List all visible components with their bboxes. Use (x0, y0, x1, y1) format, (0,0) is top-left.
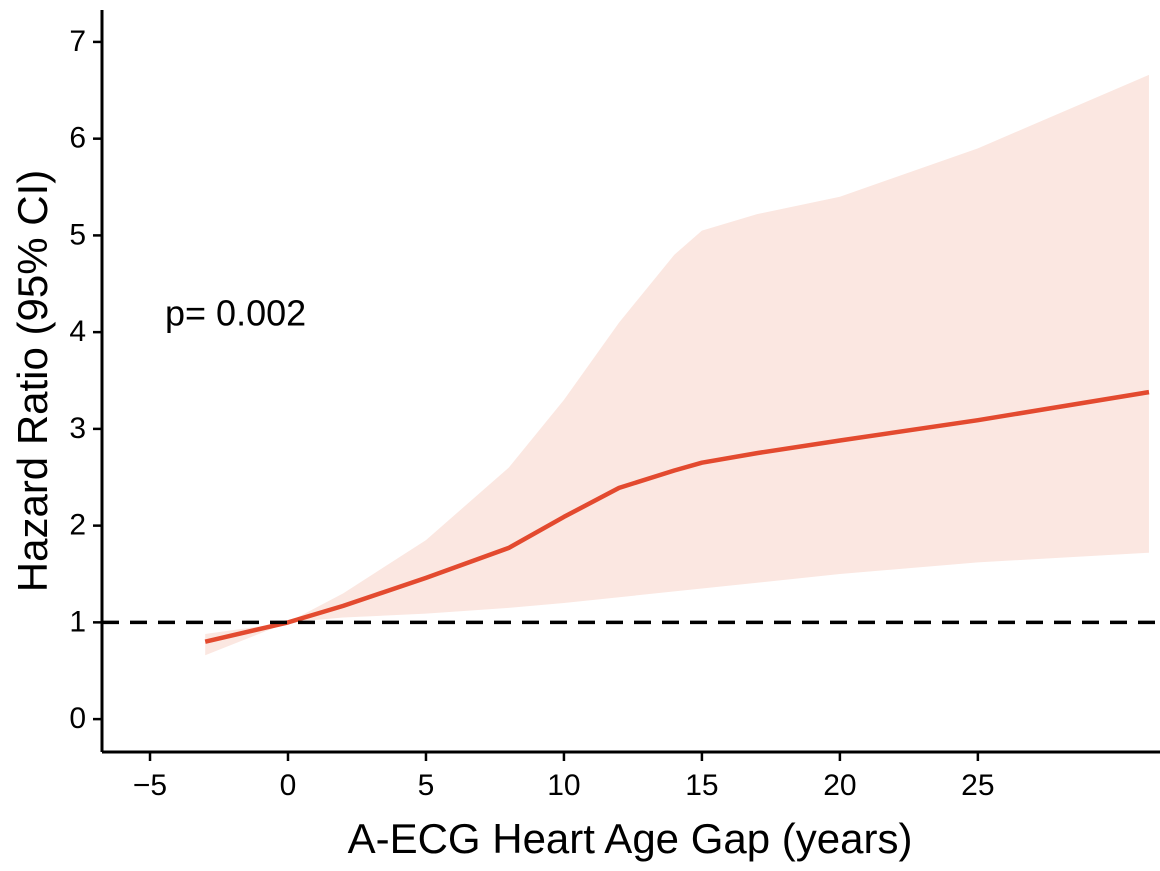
y-tick-label: 3 (69, 412, 86, 445)
x-axis-title: A-ECG Heart Age Gap (years) (348, 815, 913, 862)
x-tick-label: −5 (133, 769, 167, 802)
y-tick-label: 7 (69, 25, 86, 58)
x-tick-label: 10 (547, 769, 580, 802)
y-axis-title: Hazard Ratio (95% CI) (9, 170, 56, 592)
y-tick-label: 1 (69, 605, 86, 638)
y-tick-label: 6 (69, 122, 86, 155)
x-tick-label: 0 (280, 769, 297, 802)
x-tick-label: 25 (961, 769, 994, 802)
x-tick-label: 15 (685, 769, 718, 802)
x-tick-label: 5 (418, 769, 435, 802)
y-tick-label: 0 (69, 702, 86, 735)
confidence-band (205, 74, 1149, 656)
y-tick-label: 5 (69, 218, 86, 251)
hazard-line (204, 389, 1150, 644)
p-value-annotation: p= 0.002 (165, 293, 306, 334)
y-tick-label: 4 (69, 315, 86, 348)
y-tick-label: 2 (69, 509, 86, 542)
x-tick-label: 20 (823, 769, 856, 802)
